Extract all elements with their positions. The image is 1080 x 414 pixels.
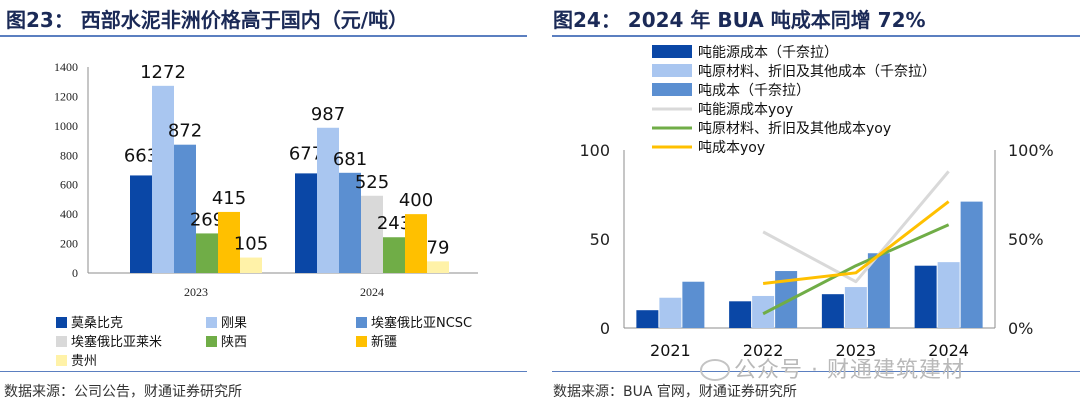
right-line-吨能源成本yoy [762, 170, 950, 284]
right-y2-tick-label: 100% [1008, 141, 1054, 160]
left-legend-label: 埃塞俄比亚莱米 [71, 334, 162, 350]
right-y-tick-label: 0 [600, 319, 610, 338]
right-x-tick-label: 2024 [928, 341, 969, 360]
right-bar-2024-吨成本（千奈拉） [960, 201, 983, 328]
left-legend-swatch-莫桑比克 [56, 317, 67, 328]
left-title-rule [0, 35, 527, 37]
wechat-icon [700, 359, 730, 381]
left-footer-rule [0, 371, 527, 372]
left-data-label: 677 [289, 143, 323, 164]
right-legend-label: 吨能源成本（千奈拉） [698, 45, 838, 61]
left-data-label: 681 [333, 149, 367, 170]
left-source-note: 数据来源：公司公告，财通证券研究所 [4, 384, 242, 400]
left-y-tick-label: 200 [60, 237, 78, 251]
right-line-吨原材料、折旧及其他成本yoy [762, 223, 950, 316]
left-data-label: 872 [168, 121, 202, 142]
left-data-label: 79 [427, 237, 450, 258]
right-bar-2024-吨原材料、折旧及其他成本（千奈拉） [937, 262, 960, 328]
right-legend-label: 吨成本（千奈拉） [698, 83, 810, 99]
right-legend-label: 吨成本yoy [698, 140, 765, 156]
right-bar-2023-吨成本（千奈拉） [867, 253, 890, 328]
left-y-tick-label: 800 [60, 148, 78, 162]
right-y2-tick-label: 50% [1008, 230, 1044, 249]
left-bar-2024-贵州 [427, 261, 449, 273]
right-legend-label: 吨原材料、折旧及其他成本（千奈拉） [698, 64, 936, 80]
left-y-tick-label: 1400 [54, 60, 78, 74]
right-bar-2023-吨能源成本（千奈拉） [821, 294, 844, 328]
left-y-tick-label: 1200 [54, 89, 78, 103]
right-bar-2023-吨原材料、折旧及其他成本（千奈拉） [844, 287, 867, 328]
right-bar-2021-吨成本（千奈拉） [682, 281, 705, 328]
right-bar-2022-吨成本（千奈拉） [775, 271, 798, 328]
right-bar-2022-吨能源成本（千奈拉） [729, 301, 752, 328]
left-legend-swatch-陕西 [206, 336, 217, 347]
right-y2-tick-label: 0% [1008, 319, 1033, 338]
right-y-tick-label: 50 [590, 230, 610, 249]
left-legend-label: 莫桑比克 [71, 316, 123, 331]
right-legend-swatch-吨成本（千奈拉） [652, 83, 692, 96]
left-data-label: 525 [355, 172, 389, 193]
left-bar-2024-新疆 [405, 214, 427, 273]
right-legend-swatch-吨原材料、折旧及其他成本（千奈拉） [652, 64, 692, 77]
left-legend-label: 新疆 [371, 334, 397, 350]
left-legend-label: 陕西 [221, 335, 247, 350]
right-bar-2021-吨能源成本（千奈拉） [636, 310, 659, 328]
left-y-tick-label: 1000 [54, 119, 78, 133]
left-legend-label: 埃塞俄比亚NCSC [371, 315, 472, 331]
left-bar-2023-贵州 [240, 257, 262, 273]
left-x-tick-label: 2023 [184, 285, 208, 299]
left-bar-2023-埃塞俄比亚NCSC [174, 144, 196, 273]
right-line-吨成本yoy [762, 200, 950, 285]
right-title-rule [552, 35, 1080, 37]
left-legend-label: 刚果 [221, 316, 247, 331]
left-y-tick-label: 0 [72, 266, 78, 280]
left-legend-swatch-贵州 [56, 355, 67, 366]
left-bar-2023-新疆 [218, 211, 240, 273]
left-legend-swatch-埃塞俄比亚NCSC [356, 317, 367, 328]
left-bar-2024-刚果 [317, 127, 339, 274]
watermark: 公众号 · 财通建筑建材 [734, 358, 965, 383]
left-x-tick-label: 2024 [360, 285, 384, 299]
left-data-label: 269 [190, 209, 224, 230]
left-data-label: 400 [399, 190, 433, 211]
right-footer-rule [552, 371, 1080, 372]
right-bar-2021-吨原材料、折旧及其他成本（千奈拉） [659, 297, 682, 328]
left-bar-2023-陕西 [196, 233, 218, 273]
left-legend-swatch-新疆 [356, 336, 367, 347]
right-chart-title: 图24： 2024 年 BUA 吨成本同增 72% [553, 8, 926, 32]
right-bar-2024-吨能源成本（千奈拉） [914, 265, 937, 328]
left-bar-2023-刚果 [152, 85, 174, 273]
right-y-tick-label: 100 [579, 141, 610, 160]
left-legend-swatch-埃塞俄比亚莱米 [56, 336, 67, 347]
left-bar-2024-陕西 [383, 237, 405, 273]
right-legend-label: 吨能源成本yoy [698, 102, 793, 118]
left-data-label: 243 [377, 213, 411, 234]
left-y-tick-label: 400 [60, 207, 78, 221]
left-chart-title: 图23： 西部水泥非洲价格高于国内（元/吨） [6, 8, 409, 32]
right-x-tick-label: 2023 [836, 341, 877, 360]
left-legend-label: 贵州 [71, 354, 97, 369]
right-x-tick-label: 2021 [650, 341, 691, 360]
right-source-note: 数据来源：BUA 官网，财通证券研究所 [553, 384, 797, 400]
right-bar-2022-吨原材料、折旧及其他成本（千奈拉） [752, 295, 775, 328]
left-bar-2024-埃塞俄比亚莱米 [361, 195, 383, 273]
right-x-tick-label: 2022 [743, 341, 784, 360]
left-bar-2024-莫桑比克 [295, 173, 317, 273]
left-bar-2024-埃塞俄比亚NCSC [339, 172, 361, 273]
left-data-label: 987 [311, 104, 345, 125]
right-legend-swatch-吨能源成本（千奈拉） [652, 45, 692, 58]
left-data-label: 415 [212, 188, 246, 209]
left-y-tick-label: 600 [60, 178, 78, 192]
left-data-label: 105 [234, 234, 268, 255]
left-data-label: 1272 [140, 62, 186, 83]
left-legend-swatch-刚果 [206, 317, 217, 328]
left-bar-2023-莫桑比克 [130, 175, 152, 273]
left-data-label: 663 [124, 145, 158, 166]
right-legend-label: 吨原材料、折旧及其他成本yoy [698, 121, 891, 137]
